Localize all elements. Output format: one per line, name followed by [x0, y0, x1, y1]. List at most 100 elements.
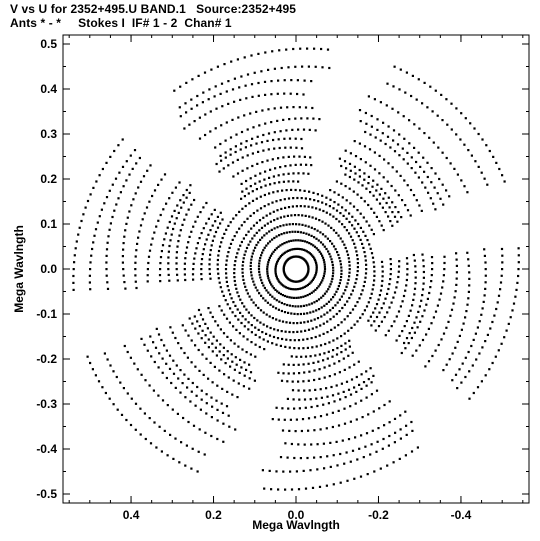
uv-point — [215, 339, 218, 342]
uv-point — [219, 222, 222, 225]
uv-point — [192, 225, 195, 228]
uv-point — [371, 429, 374, 432]
uv-point — [349, 152, 352, 155]
uv-point — [259, 309, 263, 312]
uv-point — [296, 330, 299, 333]
uv-point — [374, 136, 377, 139]
uv-point — [229, 307, 232, 310]
uv-point — [318, 353, 321, 356]
uv-point — [398, 457, 401, 460]
uv-point — [249, 177, 252, 180]
uv-point — [369, 164, 372, 167]
uv-point — [221, 105, 224, 108]
uv-point — [225, 272, 228, 275]
uv-point — [98, 215, 101, 218]
uv-point — [369, 453, 372, 456]
uv-point — [210, 68, 213, 71]
uv-point — [135, 286, 138, 290]
uv-point — [412, 194, 416, 197]
uv-point — [209, 311, 212, 314]
uv-point — [223, 373, 226, 376]
uv-point — [410, 336, 413, 340]
uv-point — [165, 349, 168, 352]
uv-point — [302, 231, 305, 234]
uv-point — [269, 212, 272, 215]
uv-point — [356, 193, 359, 196]
uv-point — [442, 332, 446, 335]
uv-point — [283, 303, 286, 306]
uv-point — [280, 309, 283, 313]
uv-point — [355, 390, 358, 393]
uv-point — [332, 272, 335, 275]
uv-point — [276, 259, 279, 262]
uv-point — [277, 138, 280, 141]
uv-point — [243, 305, 246, 308]
uv-point — [291, 380, 294, 383]
uv-point — [375, 303, 379, 306]
uv-point — [347, 257, 350, 260]
uv-point — [285, 129, 288, 132]
uv-point — [241, 348, 244, 351]
uv-point — [462, 322, 465, 325]
uv-point — [72, 281, 75, 284]
uv-point — [448, 195, 451, 198]
uv-point — [279, 216, 282, 219]
uv-point — [207, 233, 210, 236]
uv-point — [362, 230, 365, 233]
uv-point — [319, 415, 323, 418]
uv-point — [415, 160, 418, 164]
uv-point — [387, 329, 390, 332]
uv-point — [161, 357, 164, 360]
uv-point — [314, 65, 317, 68]
uv-point — [183, 273, 186, 276]
uv-point — [287, 197, 291, 200]
uv-point — [265, 232, 268, 235]
uv-point — [316, 317, 320, 320]
uv-point — [321, 66, 324, 69]
uv-point — [258, 345, 261, 349]
uv-point — [298, 372, 301, 375]
uv-point — [458, 334, 461, 337]
uv-point — [222, 294, 225, 297]
uv-point — [300, 429, 303, 433]
uv-point — [106, 241, 109, 244]
uv-point — [354, 155, 358, 158]
uv-point — [319, 324, 322, 327]
uv-point — [178, 106, 181, 109]
uv-point — [313, 258, 317, 261]
uv-point — [332, 315, 335, 318]
uv-point — [378, 407, 381, 410]
uv-point — [375, 389, 379, 392]
uv-point — [495, 307, 498, 311]
uv-point — [341, 439, 344, 442]
uv-point — [271, 342, 274, 345]
uv-point — [308, 292, 311, 296]
uv-point — [329, 465, 332, 468]
uv-point — [249, 371, 253, 374]
uv-point — [214, 230, 218, 234]
uv-point — [336, 337, 339, 340]
uv-point — [309, 469, 312, 472]
uv-point — [335, 209, 339, 212]
uv-point — [344, 289, 347, 292]
uv-point — [276, 209, 279, 212]
uv-point — [358, 109, 362, 112]
uv-point — [196, 242, 199, 245]
uv-point — [134, 274, 137, 277]
uv-point — [325, 427, 328, 430]
uv-point — [229, 148, 232, 151]
uv-point — [193, 198, 196, 202]
uv-point — [326, 331, 329, 334]
uv-point — [321, 220, 324, 223]
uv-point — [277, 157, 280, 160]
uv-point — [500, 247, 504, 251]
uv-point — [254, 326, 257, 329]
uv-point — [130, 397, 133, 400]
uv-point — [122, 387, 125, 390]
uv-point — [302, 248, 305, 251]
uv-point — [268, 315, 271, 318]
uv-point — [378, 172, 381, 175]
uv-point — [336, 464, 339, 467]
uv-point — [232, 175, 235, 178]
uv-point — [321, 233, 325, 236]
